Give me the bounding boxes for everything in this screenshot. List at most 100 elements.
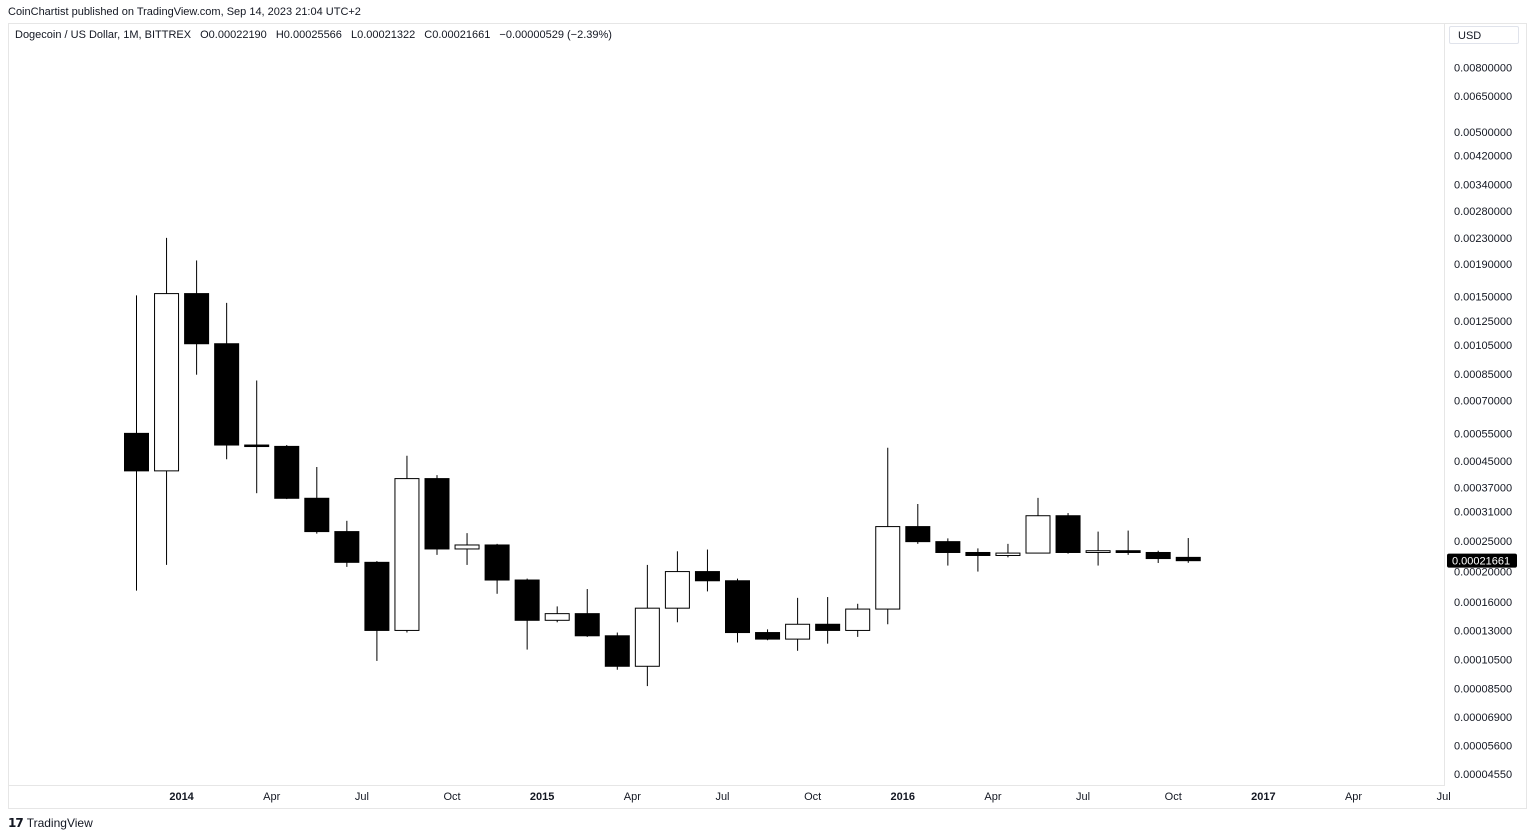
candle-body-up bbox=[634, 607, 660, 667]
ohlc-close: C0.00021661 bbox=[424, 29, 491, 41]
candle[interactable] bbox=[484, 543, 510, 594]
candle[interactable] bbox=[184, 260, 210, 375]
candle[interactable] bbox=[725, 578, 750, 643]
candle[interactable] bbox=[755, 629, 781, 641]
candle[interactable] bbox=[664, 551, 690, 623]
candle[interactable] bbox=[334, 520, 360, 567]
candle-body-up bbox=[154, 293, 180, 472]
footer[interactable]: 𝟭𝟳 TradingView bbox=[8, 816, 93, 830]
chart-frame bbox=[8, 23, 1527, 809]
y-tick-label: 0.00650000 bbox=[1454, 91, 1512, 103]
symbol-name[interactable]: Dogecoin / US Dollar, 1M, BITTREX bbox=[15, 29, 192, 41]
y-tick-label: 0.00037000 bbox=[1454, 483, 1512, 495]
candle[interactable] bbox=[424, 475, 450, 555]
candle-body-down bbox=[935, 541, 961, 553]
candle[interactable] bbox=[875, 447, 901, 625]
candle[interactable] bbox=[1055, 513, 1081, 554]
x-tick-label: 2015 bbox=[530, 791, 554, 803]
candle[interactable] bbox=[815, 597, 841, 644]
candle[interactable] bbox=[1025, 497, 1051, 554]
y-tick-label: 0.00105000 bbox=[1454, 340, 1512, 352]
candle-body-down bbox=[1175, 556, 1201, 562]
candle[interactable] bbox=[1085, 531, 1111, 566]
candle[interactable] bbox=[694, 549, 720, 592]
candle[interactable] bbox=[785, 597, 811, 651]
candle-body-down bbox=[514, 579, 540, 621]
y-tick-label: 0.00500000 bbox=[1454, 127, 1512, 139]
ohlc-change: −0.00000529 (−2.39%) bbox=[499, 29, 612, 41]
y-tick-label: 0.00340000 bbox=[1454, 180, 1512, 192]
candle-body-down bbox=[1055, 515, 1081, 553]
last-price-badge bbox=[1447, 553, 1517, 568]
candle-body-down bbox=[694, 571, 720, 582]
candle[interactable] bbox=[935, 538, 961, 566]
brand-name: TradingView bbox=[26, 816, 93, 830]
candle[interactable] bbox=[214, 302, 240, 460]
candle-body-down bbox=[124, 432, 149, 472]
candle[interactable] bbox=[1145, 550, 1171, 563]
candle-body-down bbox=[364, 561, 390, 631]
candle-body-up bbox=[845, 608, 871, 631]
candle-body-down bbox=[1145, 551, 1171, 560]
candle[interactable] bbox=[1175, 538, 1201, 563]
candle[interactable] bbox=[544, 606, 570, 623]
candle[interactable] bbox=[634, 564, 660, 687]
y-tick-label: 0.00125000 bbox=[1454, 316, 1512, 328]
candle-body-up bbox=[1085, 550, 1111, 553]
y-tick-label: 0.00008500 bbox=[1454, 683, 1512, 695]
y-tick-label: 0.00150000 bbox=[1454, 291, 1512, 303]
y-tick-label: 0.00070000 bbox=[1454, 395, 1512, 407]
candle[interactable] bbox=[514, 578, 540, 650]
x-tick-label: Apr bbox=[1345, 791, 1362, 803]
candle[interactable] bbox=[124, 295, 149, 591]
currency-label[interactable]: USD bbox=[1449, 26, 1519, 44]
y-tick-label: 0.00025000 bbox=[1454, 536, 1512, 548]
y-tick-label: 0.00016000 bbox=[1454, 597, 1512, 609]
candle-body-up bbox=[664, 571, 690, 609]
candle[interactable] bbox=[154, 237, 180, 565]
ohlc-low: L0.00021322 bbox=[350, 29, 416, 41]
y-tick-label: 0.00085000 bbox=[1454, 369, 1512, 381]
time-axis: 2014 Apr Jul Oct 2015 Apr Jul Oct 2016 Apr Jul Oct 2… bbox=[169, 791, 1450, 803]
y-tick-label: 0.00020000 bbox=[1454, 567, 1512, 579]
candle[interactable] bbox=[905, 503, 931, 544]
y-tick-label: 0.00006900 bbox=[1454, 712, 1512, 724]
candle-body-up bbox=[995, 552, 1021, 556]
candle-body-down bbox=[274, 445, 300, 499]
candle[interactable] bbox=[364, 561, 390, 661]
candle[interactable] bbox=[845, 603, 871, 637]
candle[interactable] bbox=[1115, 530, 1141, 555]
candle[interactable] bbox=[454, 533, 480, 565]
candles-group bbox=[124, 237, 1201, 687]
y-tick-label: 0.00010500 bbox=[1454, 655, 1512, 667]
symbol-info-line: Dogecoin / US Dollar, 1M, BITTREX O0.000… bbox=[15, 29, 618, 41]
x-tick-label: 2016 bbox=[891, 791, 915, 803]
y-tick-label: 0.00230000 bbox=[1454, 233, 1512, 245]
x-tick-label: Jul bbox=[355, 791, 369, 803]
candle[interactable] bbox=[394, 455, 420, 633]
y-tick-label: 0.00004550 bbox=[1454, 769, 1512, 781]
x-tick-label: Oct bbox=[804, 791, 821, 803]
candle-body-up bbox=[875, 526, 901, 610]
candle[interactable] bbox=[274, 445, 300, 500]
y-tick-label: 0.00190000 bbox=[1454, 259, 1512, 271]
x-tick-label: Jul bbox=[1437, 791, 1451, 803]
candle[interactable] bbox=[244, 380, 270, 494]
candle-body-down bbox=[184, 293, 210, 345]
candle[interactable] bbox=[604, 632, 630, 670]
candle-body-down bbox=[214, 343, 240, 446]
ohlc-high: H0.00025566 bbox=[275, 29, 342, 41]
candle-body-down bbox=[965, 551, 991, 556]
x-tick-label: Oct bbox=[1165, 791, 1182, 803]
y-tick-label: 0.00013000 bbox=[1454, 625, 1512, 637]
candle[interactable] bbox=[574, 589, 600, 637]
price-axis: 0.00800000 0.00650000 0.00500000 0.00420000… bbox=[1454, 63, 1512, 781]
candle-body-down bbox=[815, 623, 841, 631]
candle[interactable] bbox=[965, 548, 991, 572]
x-tick-label: Apr bbox=[263, 791, 280, 803]
candle[interactable] bbox=[304, 466, 330, 534]
candle[interactable] bbox=[995, 543, 1021, 558]
last-price-label: 0.00021661 bbox=[1452, 556, 1510, 568]
candle-body-down bbox=[604, 635, 630, 667]
